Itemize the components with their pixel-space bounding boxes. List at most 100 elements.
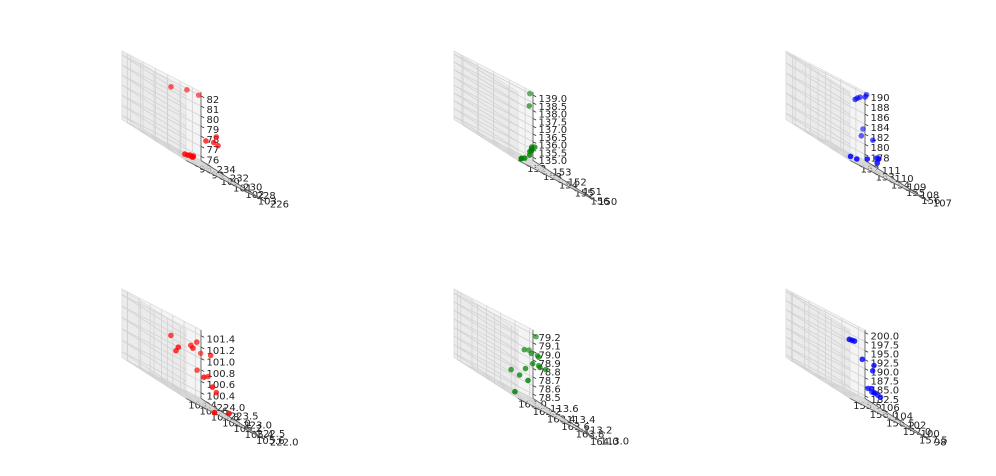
z-tick-label: 195.0 <box>871 350 900 361</box>
data-point <box>537 364 543 371</box>
grid-line <box>817 377 898 420</box>
data-point <box>847 153 854 160</box>
grid-line <box>121 74 202 117</box>
grid-line <box>478 134 558 177</box>
data-point <box>209 384 216 390</box>
grid-line <box>453 100 519 143</box>
grid-line <box>785 92 866 135</box>
subplot-5: 163.0163.2163.4163.6163.8164.0113.0113.2… <box>453 288 630 448</box>
grid-line <box>121 339 202 382</box>
y-tick-label: 100 <box>921 429 940 440</box>
grid-line <box>453 115 519 158</box>
z-tick-label: 135.5 <box>539 148 568 159</box>
grid-line <box>785 345 851 388</box>
y-tick-label: 113.4 <box>567 415 596 426</box>
data-point <box>182 151 188 157</box>
z-tick-mark <box>864 113 869 117</box>
grid-line <box>831 386 911 428</box>
grid-line <box>140 369 220 411</box>
grid-line <box>511 393 591 436</box>
y-tick-label: 113.0 <box>601 437 630 448</box>
z-tick-mark <box>532 118 537 121</box>
grid-line <box>153 139 234 182</box>
grid-line <box>453 92 519 135</box>
data-point <box>852 96 858 103</box>
grid-line <box>121 64 202 107</box>
data-point <box>194 367 200 374</box>
z-tick-mark <box>532 94 537 98</box>
z-tick-mark <box>532 376 537 380</box>
y-tick-label: 223.0 <box>243 420 272 431</box>
z-tick-label: 180 <box>871 143 890 154</box>
z-tick-mark <box>200 95 205 99</box>
z-tick-label: 81 <box>207 105 220 116</box>
z-tick-mark <box>532 141 537 144</box>
z-tick-label: 186 <box>871 113 890 124</box>
z-tick-mark <box>200 392 205 395</box>
data-point <box>184 87 190 93</box>
y-tick-label: 110 <box>895 174 914 185</box>
grid-line <box>121 105 187 147</box>
axis-line <box>200 160 266 202</box>
data-point <box>864 156 871 162</box>
z-tick-label: 77 <box>207 145 220 156</box>
data-point <box>226 410 232 417</box>
y-tick-label: 152 <box>568 177 587 188</box>
grid-line <box>785 327 851 370</box>
data-point <box>854 156 860 162</box>
grid-line <box>453 77 519 119</box>
z-tick-mark <box>864 359 869 362</box>
grid-line <box>121 294 202 337</box>
grid-line <box>804 369 884 411</box>
z-tick-mark <box>532 125 537 129</box>
x-tick-label: 103 <box>258 196 277 207</box>
grid-line <box>180 156 260 199</box>
x-tick-label: 157.5 <box>919 435 948 446</box>
grid-line <box>508 154 589 196</box>
y-tick-label: 222.5 <box>257 429 286 440</box>
y-tick-label: 98 <box>934 437 947 448</box>
data-point <box>213 389 220 396</box>
y-tick-label: 106 <box>881 403 900 414</box>
data-point <box>528 350 535 357</box>
grid-line <box>785 62 851 105</box>
data-point <box>197 350 204 357</box>
z-tick-mark <box>200 335 205 338</box>
z-tick-label: 82 <box>207 95 220 106</box>
z-tick-label: 78.5 <box>539 393 561 404</box>
grid-line <box>121 339 187 382</box>
z-tick-mark <box>532 368 537 371</box>
subplot-1: 9899100101102103226228230232234767778798… <box>121 50 289 210</box>
z-tick-label: 135.0 <box>539 156 568 167</box>
grid-line <box>453 344 534 386</box>
grid-line <box>494 382 574 425</box>
grid-line <box>785 92 851 135</box>
grid-line <box>785 345 866 388</box>
z-tick-label: 200.0 <box>871 331 900 342</box>
grid-line <box>121 94 187 137</box>
grid-line <box>791 360 871 403</box>
data-point <box>858 133 865 139</box>
z-tick-mark <box>200 380 205 384</box>
z-tick-mark <box>532 359 537 362</box>
grid-line <box>462 124 543 167</box>
axis-line <box>185 398 266 440</box>
grid-line <box>453 53 519 96</box>
data-point <box>516 372 523 378</box>
y-tick-label: 150 <box>598 197 617 208</box>
grid-line <box>785 327 866 370</box>
data-point <box>851 338 858 344</box>
data-point <box>210 139 217 146</box>
grid-line <box>121 328 187 371</box>
grid-line <box>453 318 519 361</box>
grid-line <box>153 377 234 420</box>
grid-line <box>844 394 924 437</box>
y-tick-label: 222.0 <box>270 437 299 448</box>
data-point <box>205 373 211 380</box>
grid-line <box>453 108 519 150</box>
data-point <box>529 360 536 367</box>
data-point <box>213 134 220 140</box>
y-tick-label: 232 <box>230 174 249 185</box>
z-tick-mark <box>864 368 869 371</box>
grid-line <box>453 292 519 335</box>
